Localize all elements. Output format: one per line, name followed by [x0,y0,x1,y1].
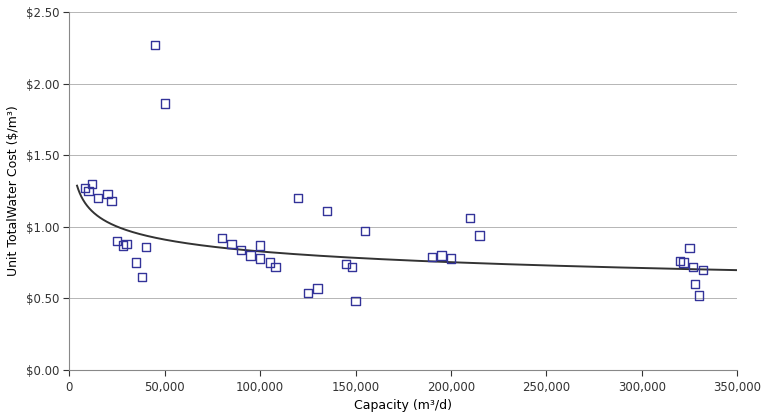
Point [78,185,91,191]
Point [693,292,705,299]
X-axis label: Capacity (m³/d): Capacity (m³/d) [354,399,452,412]
Point [674,258,686,264]
Point [226,241,238,247]
Point [359,228,371,235]
Point [216,235,228,242]
Point [117,242,129,249]
Point [159,100,171,107]
Point [235,246,247,253]
Point [105,198,118,204]
Point [270,264,282,270]
Point [254,255,266,262]
Point [321,208,333,215]
Point [445,255,457,262]
Point [121,241,133,247]
Point [136,274,148,280]
Point [697,266,709,273]
Point [263,259,276,266]
Point [82,188,94,194]
Point [425,253,438,260]
Point [677,259,690,266]
Point [340,261,353,267]
Point [86,181,98,187]
Point [473,232,485,239]
Point [684,245,696,252]
Point [311,285,323,292]
Point [244,252,257,259]
Point [349,298,362,305]
Point [689,281,701,287]
Point [130,259,142,266]
Point [292,195,304,202]
Y-axis label: Unit TotalWater Cost ($/m³): Unit TotalWater Cost ($/m³) [7,106,20,277]
Point [346,264,358,270]
Point [302,290,314,296]
Point [149,41,161,48]
Point [92,195,104,202]
Point [687,264,700,270]
Point [111,238,123,245]
Point [435,252,448,259]
Point [140,243,152,250]
Point [254,242,266,249]
Point [464,215,476,222]
Point [101,191,114,197]
